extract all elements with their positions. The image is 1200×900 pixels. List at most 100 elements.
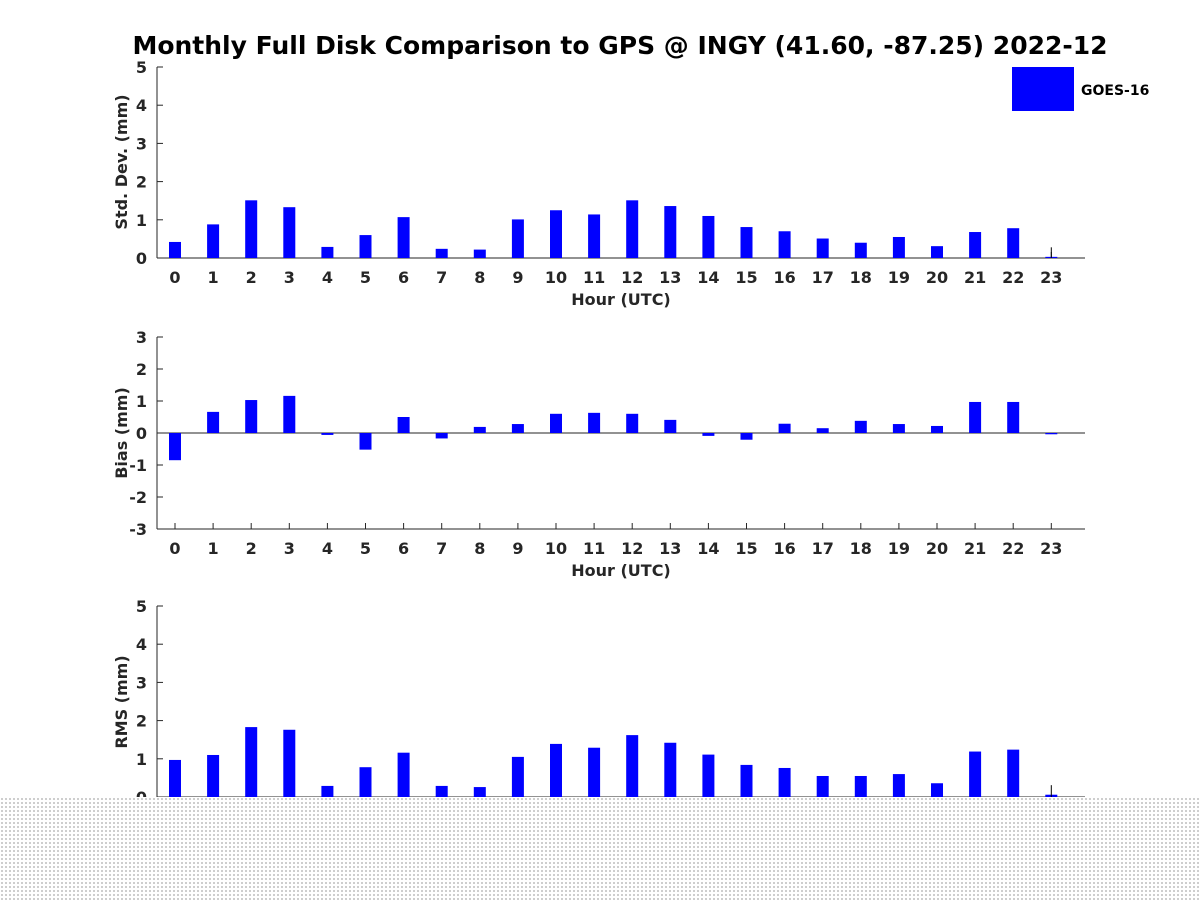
bar: [321, 433, 334, 435]
bar: [1007, 228, 1020, 258]
bar: [321, 785, 334, 797]
x-tick-label: 5: [360, 268, 371, 287]
x-tick-label: 14: [697, 539, 719, 558]
y-tick-label: 2: [136, 712, 147, 731]
bar: [588, 214, 601, 258]
bar: [1007, 401, 1020, 433]
bar: [550, 210, 562, 258]
y-tick-label: 0: [136, 249, 147, 268]
bar: [550, 413, 562, 433]
bar: [1045, 433, 1058, 435]
y-tick-label: 4: [136, 96, 147, 115]
bar: [169, 433, 181, 461]
x-tick-label: 23: [1040, 539, 1062, 558]
x-tick-label: 15: [735, 539, 757, 558]
bar: [626, 413, 639, 433]
bar: [702, 433, 715, 436]
bar: [892, 774, 905, 797]
bar: [702, 754, 715, 797]
x-tick-label: 21: [964, 539, 986, 558]
bar: [511, 756, 524, 797]
y-tick-label: 4: [136, 635, 147, 654]
x-tick-label: 8: [474, 539, 485, 558]
bar: [702, 215, 715, 258]
bar: [207, 224, 220, 258]
bar: [740, 764, 753, 797]
bar: [969, 232, 982, 258]
x-tick-label: 19: [888, 268, 910, 287]
bar: [892, 236, 905, 258]
bar: [740, 433, 753, 440]
x-tick-label: 16: [773, 268, 795, 287]
y-tick-label: 2: [136, 360, 147, 379]
x-tick-label: 14: [697, 268, 719, 287]
x-tick-label: 21: [964, 268, 986, 287]
bar: [588, 747, 601, 797]
bar: [397, 752, 410, 797]
y-tick-label: 2: [136, 173, 147, 192]
legend: GOES-16: [1012, 67, 1149, 111]
bar: [207, 754, 220, 797]
bar: [169, 241, 181, 258]
bar: [1007, 749, 1020, 797]
bar: [435, 433, 448, 439]
bar: [359, 235, 372, 258]
x-tick-label: 11: [583, 268, 605, 287]
bar: [664, 419, 677, 433]
y-tick-label: 5: [136, 58, 147, 77]
bar: [359, 433, 372, 450]
bar: [359, 767, 372, 797]
x-tick-label: 5: [360, 539, 371, 558]
bar: [435, 785, 448, 797]
bar: [435, 248, 448, 258]
bar: [245, 200, 258, 258]
x-tick-label: 6: [398, 539, 409, 558]
bar: [397, 417, 410, 433]
x-tick-label: 17: [812, 268, 834, 287]
x-tick-label: 12: [621, 268, 643, 287]
bar: [931, 246, 943, 258]
y-tick-label: 3: [136, 134, 147, 153]
y-axis-label: Std. Dev. (mm): [112, 94, 131, 229]
x-tick-label: 9: [512, 539, 523, 558]
bar: [931, 783, 943, 797]
bar: [397, 217, 410, 258]
bar: [854, 242, 867, 258]
bar: [626, 735, 639, 797]
x-tick-label: 13: [659, 539, 681, 558]
x-tick-label: 7: [436, 268, 447, 287]
bar: [664, 206, 677, 258]
rms-panel: 012345012345RMS (mm): [112, 597, 1085, 826]
bar: [931, 425, 943, 433]
bar: [169, 759, 181, 797]
bar: [740, 227, 753, 258]
bar: [283, 729, 296, 797]
bar: [626, 200, 639, 258]
x-tick-label: 18: [850, 539, 872, 558]
bar: [245, 400, 258, 433]
bar: [207, 411, 220, 433]
bar: [321, 246, 334, 258]
x-axis-label: Hour (UTC): [571, 290, 671, 309]
bar: [511, 424, 524, 433]
x-tick-label: 0: [169, 539, 180, 558]
x-tick-label: 12: [621, 539, 643, 558]
bar: [511, 219, 524, 258]
x-tick-label: 15: [735, 268, 757, 287]
x-tick-label: 8: [474, 268, 485, 287]
y-tick-label: 3: [136, 328, 147, 347]
x-tick-label: 16: [773, 539, 795, 558]
bar: [473, 787, 486, 797]
legend-label: GOES-16: [1081, 83, 1149, 99]
bar: [550, 743, 562, 797]
x-tick-label: 22: [1002, 539, 1024, 558]
bar: [969, 401, 982, 433]
x-tick-label: 18: [850, 268, 872, 287]
bar: [473, 249, 486, 258]
y-tick-label: 5: [136, 597, 147, 616]
bar: [778, 423, 791, 433]
bar: [778, 231, 791, 258]
x-tick-label: 0: [169, 268, 180, 287]
x-tick-label: 6: [398, 268, 409, 287]
